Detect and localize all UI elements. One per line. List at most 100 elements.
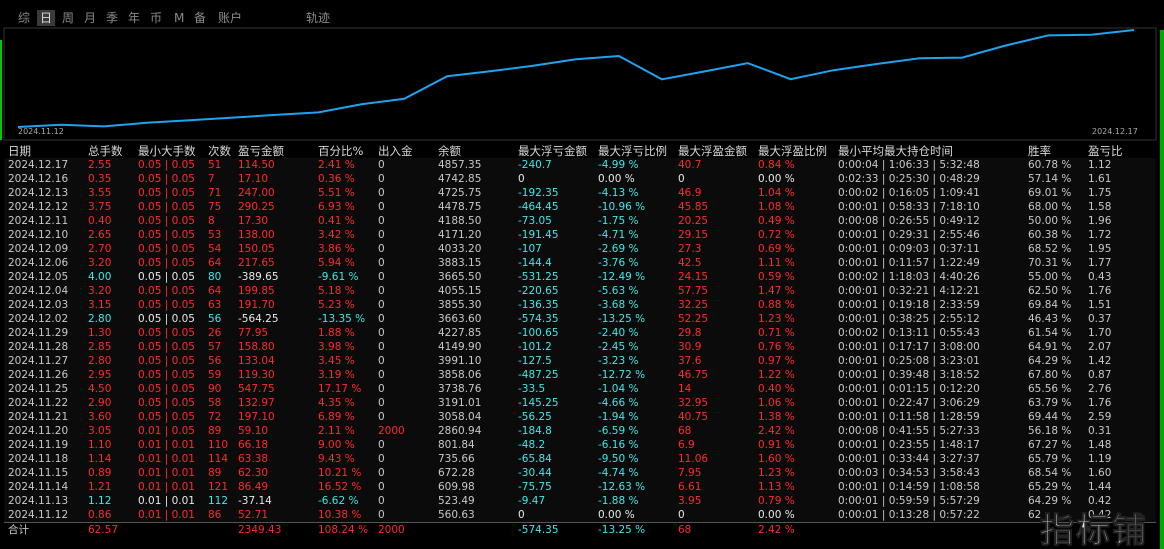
cell: 5.18 % [318, 285, 355, 297]
cell: 3.98 % [318, 341, 355, 353]
cell: 53 [208, 229, 222, 241]
cell: 64.29 % [1028, 355, 1072, 367]
cell: 2.59 [1088, 411, 1112, 423]
row-bg [4, 200, 1156, 214]
cell: 0.91 % [758, 439, 795, 451]
cell: 0 [378, 369, 385, 381]
cell: 0.87 [1088, 369, 1112, 381]
cell: 0:00:01 | 0:25:08 | 3:23:01 [838, 355, 980, 367]
cell: 1.88 % [318, 327, 355, 339]
cell: 0.05 | 0.05 [138, 397, 195, 409]
cell: 0.01 | 0.01 [138, 439, 195, 451]
cell: 0 [378, 453, 385, 465]
cell: 60.78 % [1028, 159, 1072, 171]
cell: 2.70 [88, 243, 112, 255]
row-bg [4, 354, 1156, 368]
tab[interactable]: 月 [84, 11, 97, 25]
cell: 2024.11.14 [8, 481, 69, 493]
cell: 0:00:08 | 0:41:55 | 5:27:33 [838, 425, 980, 437]
cell: -487.25 [518, 369, 559, 381]
tab[interactable]: 账户 [218, 11, 243, 25]
cell: -12.49 % [598, 271, 646, 283]
cell: 2024.12.13 [8, 187, 69, 199]
cell: 0.40 [88, 215, 112, 227]
cell: 0 [378, 341, 385, 353]
tab[interactable]: 轨迹 [306, 11, 331, 25]
cell: 2024.11.20 [8, 425, 69, 437]
row-bg [4, 340, 1156, 354]
cell: 0 [378, 201, 385, 213]
cell: 75 [208, 201, 222, 213]
total-cell: 2000 [378, 524, 405, 536]
cell: -65.84 [518, 453, 552, 465]
cell: 68.54 % [1028, 467, 1072, 479]
cell: 0.05 | 0.05 [138, 187, 195, 199]
cell: 51 [208, 159, 222, 171]
cell: 2.11 % [318, 425, 355, 437]
cell: 3.95 [678, 495, 702, 507]
cell: 0:00:08 | 0:26:55 | 0:49:12 [838, 215, 980, 227]
cell: 0:00:01 | 0:59:59 | 5:57:29 [838, 495, 980, 507]
cell: 0.01 | 0.01 [138, 453, 195, 465]
cell: 0:00:01 | 0:39:48 | 3:18:52 [838, 369, 980, 381]
cell: 2.95 [88, 369, 112, 381]
cell: 0.41 % [318, 215, 355, 227]
cell: 0 [518, 173, 525, 185]
cell: 63.79 % [1028, 397, 1072, 409]
cell: 0.84 % [758, 159, 795, 171]
cell: 138.00 [238, 229, 275, 241]
cell: 29.8 [678, 327, 702, 339]
watermark: 指标铺 [1040, 511, 1148, 549]
cell: 0.00 % [758, 173, 795, 185]
row-bg [4, 396, 1156, 410]
cell: 1.72 [1088, 229, 1112, 241]
cell: -145.25 [518, 397, 559, 409]
cell: 0.76 % [758, 341, 795, 353]
cell: 3991.10 [438, 355, 482, 367]
cell: 6.61 [678, 481, 702, 493]
cell: 40.7 [678, 159, 702, 171]
cell: 65.29 % [1028, 481, 1072, 493]
cell: 0.05 | 0.05 [138, 243, 195, 255]
tab[interactable]: 币 [150, 11, 163, 25]
tab[interactable]: 周 [62, 11, 75, 25]
cell: 1.30 [88, 327, 112, 339]
cell: 0:00:02 | 1:18:03 | 4:40:26 [838, 271, 980, 283]
cell: 2024.11.12 [8, 509, 69, 521]
cell: 1.61 [1088, 173, 1112, 185]
cell: 1.11 % [758, 257, 795, 269]
tab[interactable]: 综 [18, 11, 31, 25]
cell: 3.45 % [318, 355, 355, 367]
cell: 0 [378, 327, 385, 339]
cell: 0.05 | 0.05 [138, 201, 195, 213]
row-bg [4, 284, 1156, 298]
column-header: 胜率 [1028, 144, 1051, 158]
tab[interactable]: 日 [37, 10, 56, 26]
cell: 46.9 [678, 187, 702, 199]
column-header: 最大浮亏比例 [598, 144, 667, 158]
cell: -30.44 [518, 467, 552, 479]
cell: 560.63 [438, 509, 475, 521]
tab[interactable]: 备 [194, 11, 207, 25]
total-cell: 2.42 % [758, 524, 795, 536]
row-bg [4, 312, 1156, 326]
cell: 0 [378, 313, 385, 325]
tab[interactable]: M [174, 11, 185, 25]
cell: 0.05 | 0.05 [138, 355, 195, 367]
cell: 1.06 % [758, 397, 795, 409]
cell: 0:00:01 | 0:33:44 | 3:27:37 [838, 453, 980, 465]
cell: 2024.12.17 [8, 159, 69, 171]
cell: 9.00 % [318, 439, 355, 451]
cell: -2.40 % [598, 327, 639, 339]
cell: 3858.06 [438, 369, 482, 381]
cell: 56 [208, 313, 222, 325]
cell: 86.49 [238, 481, 269, 493]
cell: 2024.11.25 [8, 383, 69, 395]
cell: -464.45 [518, 201, 559, 213]
cell: 1.08 % [758, 201, 795, 213]
tab[interactable]: 年 [128, 11, 141, 25]
total-cell: 108.24 % [318, 524, 369, 536]
tab[interactable]: 季 [106, 11, 119, 25]
cell: 609.98 [438, 481, 475, 493]
cell: 0:02:33 | 0:25:30 | 0:48:29 [838, 173, 980, 185]
